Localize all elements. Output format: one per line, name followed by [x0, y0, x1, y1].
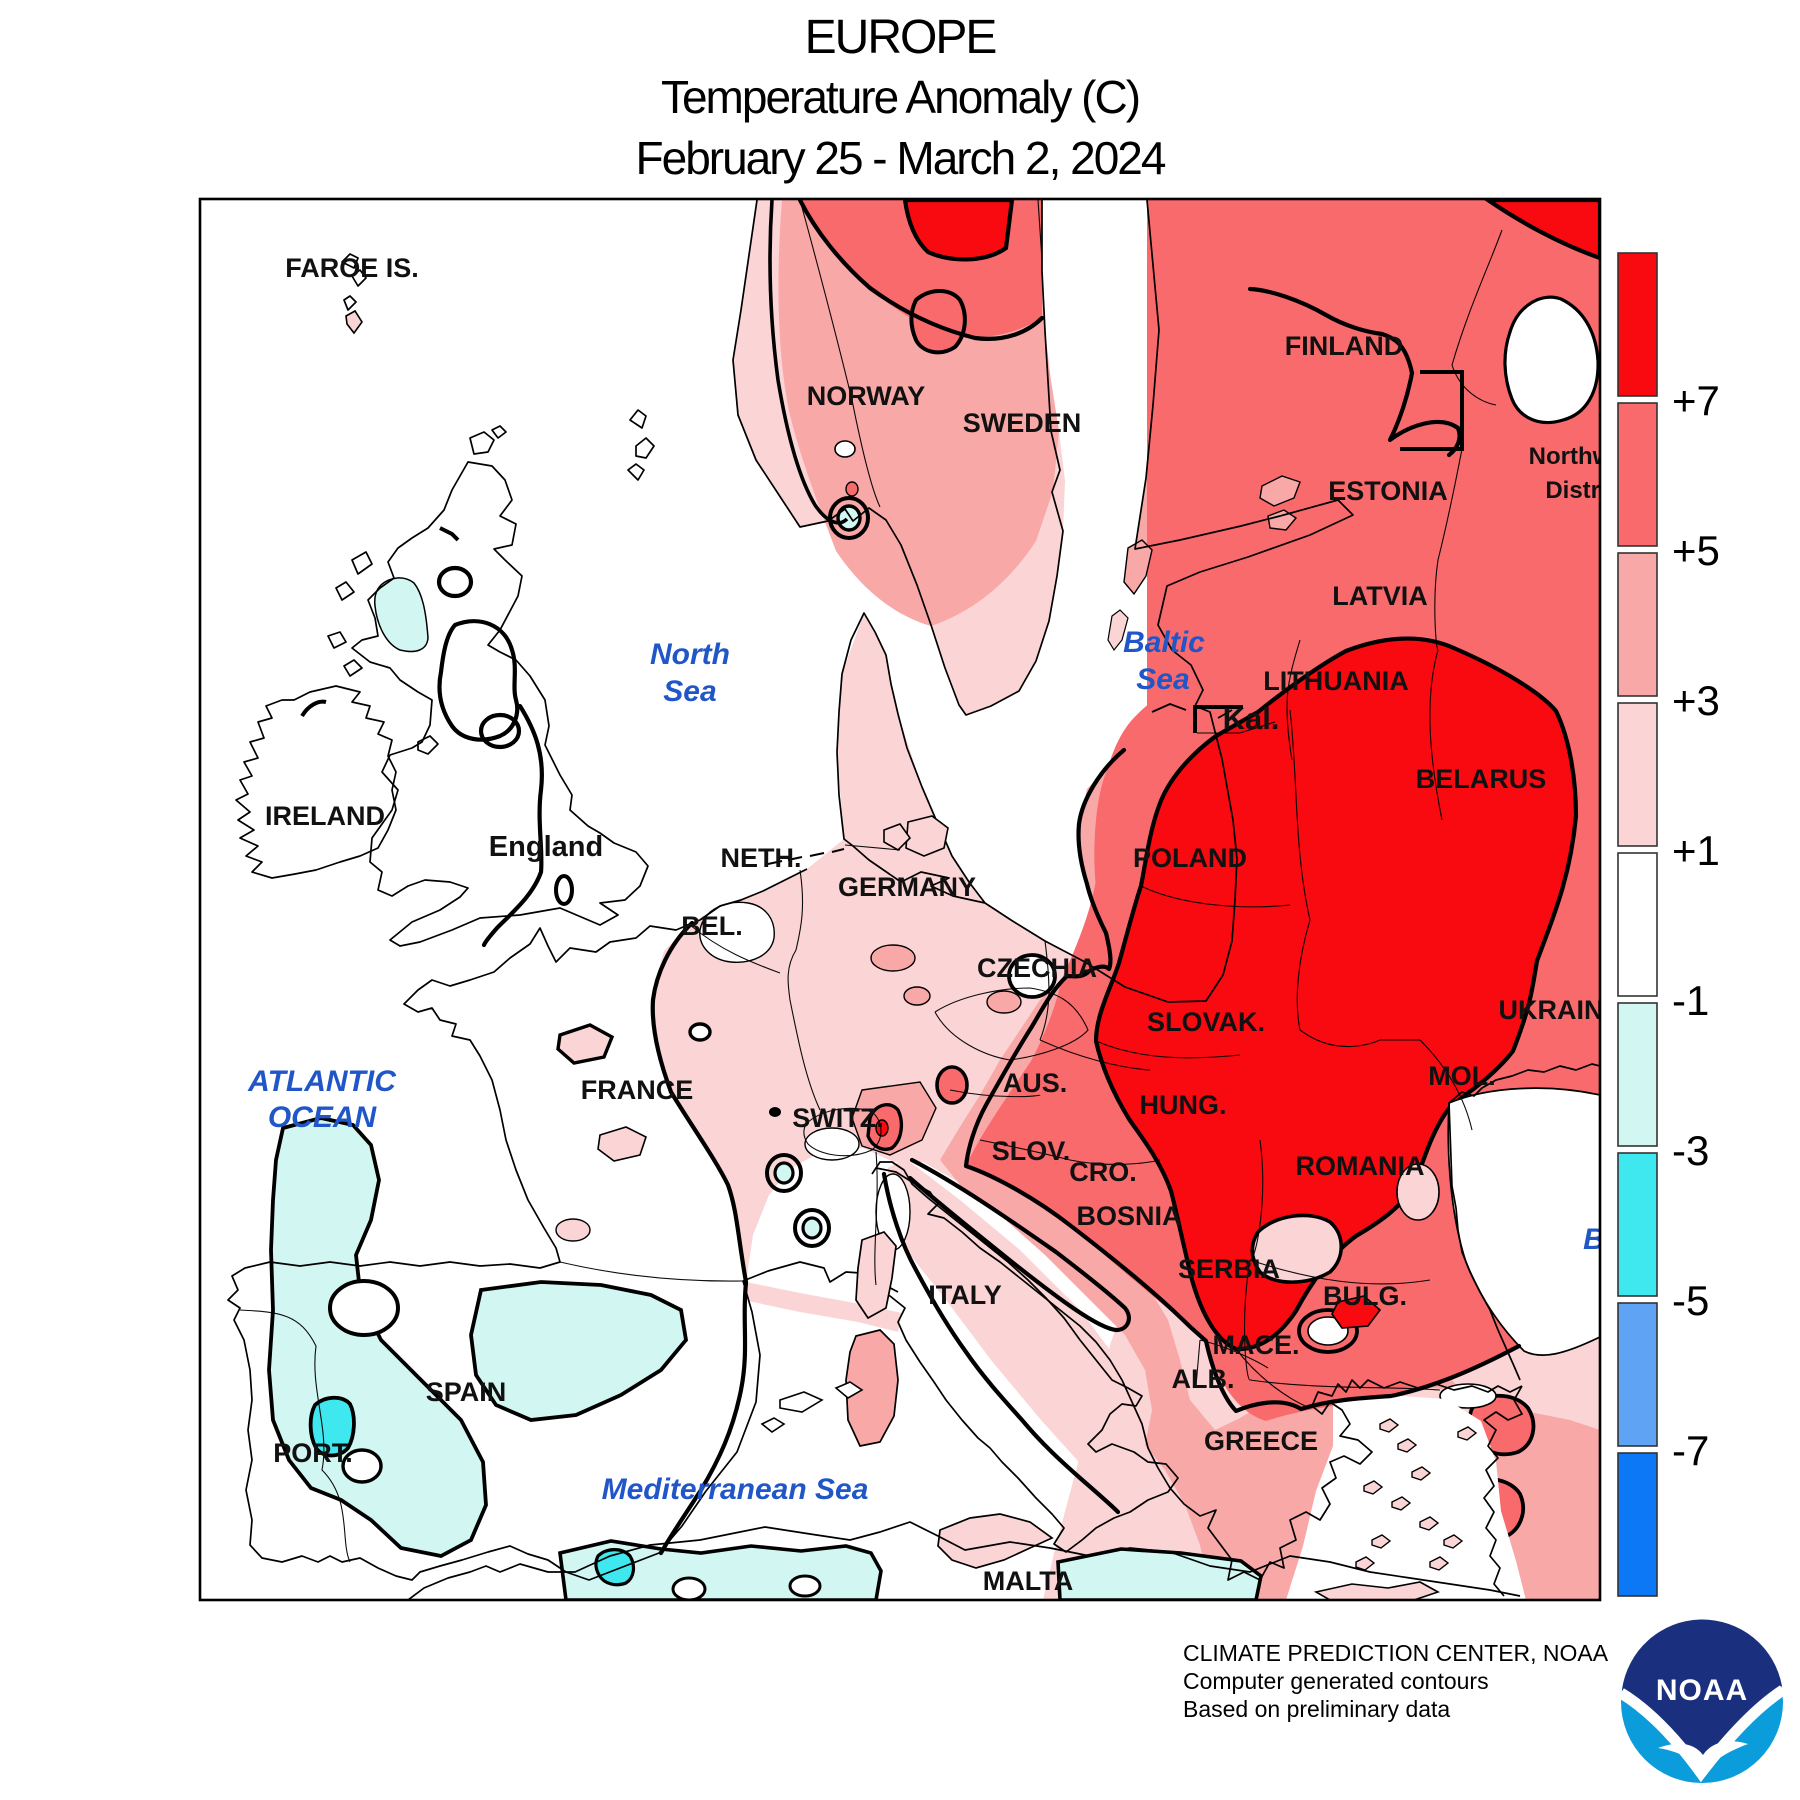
svg-text:LATVIA: LATVIA	[1332, 581, 1428, 611]
svg-text:NETH.: NETH.	[721, 843, 802, 873]
svg-text:CRO.: CRO.	[1069, 1157, 1137, 1187]
svg-text:MACE.: MACE.	[1213, 1330, 1300, 1360]
svg-text:Mediterranean Sea: Mediterranean Sea	[602, 1473, 869, 1506]
svg-text:Baltic: Baltic	[1123, 626, 1205, 659]
svg-text:ALB.: ALB.	[1172, 1364, 1235, 1394]
svg-text:NORWAY: NORWAY	[807, 381, 926, 411]
svg-text:February 25 - March 2, 2024: February 25 - March 2, 2024	[636, 132, 1166, 184]
svg-text:+5: +5	[1672, 527, 1720, 574]
svg-text:SERBIA: SERBIA	[1178, 1254, 1280, 1284]
svg-text:FAROE IS.: FAROE IS.	[285, 253, 419, 283]
svg-text:Based on preliminary data: Based on preliminary data	[1183, 1696, 1450, 1722]
svg-text:OCEAN: OCEAN	[268, 1101, 378, 1134]
svg-text:England: England	[489, 831, 603, 863]
svg-text:NOAA: NOAA	[1656, 1674, 1748, 1707]
svg-text:BELARUS: BELARUS	[1416, 764, 1547, 794]
svg-text:ATLANTIC: ATLANTIC	[247, 1065, 397, 1098]
svg-text:MOL.: MOL.	[1428, 1061, 1496, 1091]
svg-text:Distri: Distri	[1545, 477, 1606, 504]
svg-text:ROMANIA: ROMANIA	[1296, 1151, 1425, 1181]
svg-text:LITHUANIA: LITHUANIA	[1263, 666, 1408, 696]
svg-text:SPAIN: SPAIN	[426, 1377, 507, 1407]
svg-text:+7: +7	[1672, 377, 1720, 424]
svg-text:-5: -5	[1672, 1277, 1709, 1324]
svg-text:HUNG.: HUNG.	[1140, 1090, 1227, 1120]
svg-text:Northw: Northw	[1529, 443, 1612, 470]
svg-text:Temperature Anomaly (C): Temperature Anomaly (C)	[661, 71, 1139, 123]
svg-text:Sea: Sea	[1136, 663, 1189, 696]
svg-text:GREECE: GREECE	[1204, 1426, 1318, 1456]
svg-text:SWEDEN: SWEDEN	[963, 408, 1082, 438]
svg-text:FINLAND: FINLAND	[1285, 331, 1403, 361]
svg-text:ITALY: ITALY	[928, 1280, 1002, 1310]
svg-text:Sea: Sea	[663, 675, 716, 708]
svg-text:FRANCE: FRANCE	[581, 1075, 694, 1105]
svg-text:GERMANY: GERMANY	[838, 872, 976, 902]
svg-text:BULG.: BULG.	[1323, 1281, 1407, 1311]
svg-text:MALTA: MALTA	[983, 1566, 1073, 1596]
svg-text:SLOV.: SLOV.	[992, 1136, 1071, 1166]
svg-text:CLIMATE PREDICTION CENTER, NOA: CLIMATE PREDICTION CENTER, NOAA	[1183, 1640, 1609, 1666]
svg-text:-1: -1	[1672, 977, 1709, 1024]
svg-text:North: North	[650, 638, 730, 671]
svg-text:CZECHIA: CZECHIA	[977, 953, 1097, 983]
svg-text:POLAND: POLAND	[1133, 843, 1247, 873]
svg-text:PORT.: PORT.	[273, 1438, 353, 1468]
svg-text:BEL.: BEL.	[681, 911, 743, 941]
svg-text:ESTONIA: ESTONIA	[1328, 476, 1448, 506]
svg-text:BOSNIA: BOSNIA	[1076, 1201, 1181, 1231]
svg-text:-7: -7	[1672, 1427, 1709, 1474]
svg-text:SLOVAK.: SLOVAK.	[1147, 1007, 1265, 1037]
svg-text:Computer generated contours: Computer generated contours	[1183, 1668, 1489, 1694]
svg-text:IRELAND: IRELAND	[265, 801, 385, 831]
svg-text:UKRAINE: UKRAINE	[1498, 995, 1621, 1025]
svg-text:EUROPE: EUROPE	[805, 11, 996, 64]
svg-text:SWITZ.: SWITZ.	[792, 1103, 883, 1133]
svg-text:-3: -3	[1672, 1127, 1709, 1174]
svg-text:AUS.: AUS.	[1003, 1068, 1068, 1098]
svg-text:B: B	[1583, 1223, 1605, 1256]
svg-text:Kal.: Kal.	[1223, 701, 1280, 736]
svg-text:+1: +1	[1672, 827, 1720, 874]
svg-text:+3: +3	[1672, 677, 1720, 724]
